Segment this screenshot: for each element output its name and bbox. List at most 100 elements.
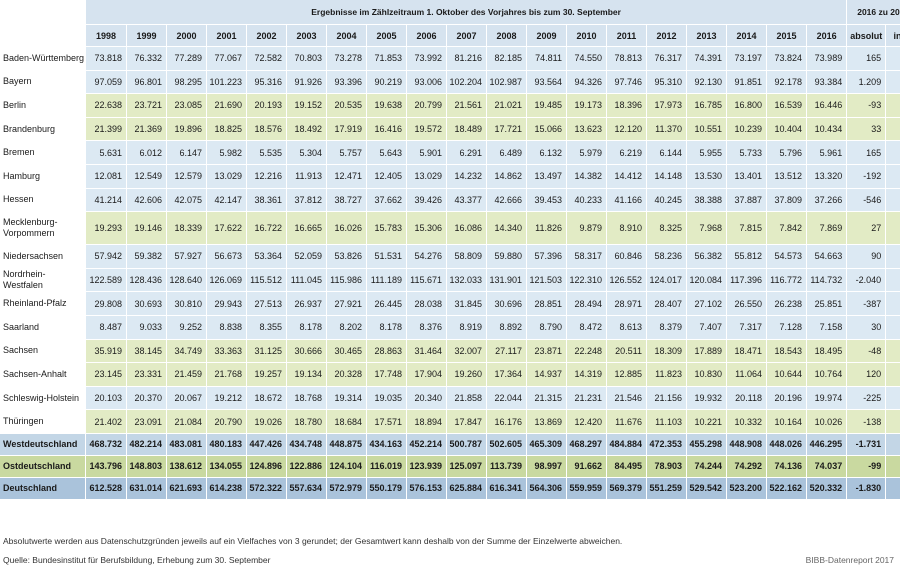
change-percent-cell: -0,4 (886, 477, 900, 500)
table-cell: 20.196 (767, 386, 807, 411)
table-cell: 564.306 (527, 477, 567, 500)
table-cell: 576.153 (407, 477, 447, 500)
table-row: Hamburg 12.081 12.549 12.579 13.029 12.216 11.… (0, 164, 900, 189)
table-cell: 53.826 (327, 245, 367, 269)
table-cell: 96.801 (127, 70, 167, 95)
table-row: Thüringen 21.402 23.091 21.084 20.790 19.026 1… (0, 410, 900, 434)
table-cell: 93.396 (327, 70, 367, 95)
table-cell: 18.396 (607, 94, 647, 118)
table-cell: 74.292 (727, 455, 767, 478)
table-cell: 8.919 (447, 315, 487, 340)
table-cell: 93.384 (807, 70, 848, 95)
table-cell: 551.259 (647, 477, 687, 500)
table-cell: 572.979 (327, 477, 367, 500)
table-cell: 19.146 (127, 212, 167, 246)
table-cell: 22.248 (567, 339, 607, 364)
table-cell: 92.178 (767, 70, 807, 95)
table-cell: 54.663 (807, 245, 848, 269)
table-cell: 91.926 (287, 70, 327, 95)
table-cell: 14.232 (447, 164, 487, 189)
table-cell: 472.353 (647, 433, 687, 456)
change-header: 2016 zu 2015 (847, 0, 900, 25)
table-cell: 98.997 (527, 455, 567, 478)
year-header: 2008 (487, 25, 527, 47)
table-cell: 131.901 (487, 268, 527, 293)
table-cell: 17.847 (447, 410, 487, 434)
absolut-header: absolut (847, 25, 887, 47)
table-cell: 21.156 (647, 386, 687, 411)
table-cell: 483.081 (167, 433, 207, 456)
table-cell: 10.764 (807, 363, 848, 387)
change-absolut-cell: 90 (847, 245, 887, 269)
table-cell: 15.066 (527, 117, 567, 142)
table-cell: 569.379 (607, 477, 647, 500)
change-percent-cell: -1,4 (886, 188, 900, 213)
table-cell: 482.214 (127, 433, 167, 456)
table-cell: 20.790 (207, 410, 247, 434)
change-percent-cell: -1,5 (886, 292, 900, 316)
table-cell: 21.459 (167, 363, 207, 387)
table-cell: 42.075 (167, 188, 207, 213)
row-label: Westdeutschland (0, 433, 86, 456)
table-cell: 15.306 (407, 212, 447, 246)
table-cell: 11.370 (647, 117, 687, 142)
table-cell: 465.309 (527, 433, 567, 456)
table-cell: 17.622 (207, 212, 247, 246)
table-cell: 572.322 (247, 477, 287, 500)
table-cell: 5.961 (807, 141, 848, 165)
table-cell: 12.120 (607, 117, 647, 142)
table-cell: 37.662 (367, 188, 407, 213)
row-label: Niedersachsen (0, 245, 86, 269)
table-cell: 19.485 (527, 94, 567, 118)
table-cell: 12.885 (607, 363, 647, 387)
table-cell: 559.959 (567, 477, 607, 500)
table-cell: 77.067 (207, 47, 247, 71)
table-cell: 101.223 (207, 70, 247, 95)
table-cell: 55.812 (727, 245, 767, 269)
change-absolut-cell: -192 (847, 164, 887, 189)
table-cell: 148.803 (127, 455, 167, 478)
table-cell: 74.037 (807, 455, 848, 478)
table-cell: 8.379 (647, 315, 687, 340)
table-cell: 480.183 (207, 433, 247, 456)
table-cell: 21.768 (207, 363, 247, 387)
table-cell: 18.768 (287, 386, 327, 411)
change-percent-cell: -1,4 (886, 410, 900, 434)
table-cell: 14.862 (487, 164, 527, 189)
table-cell: 26.937 (287, 292, 327, 316)
table-cell: 20.799 (407, 94, 447, 118)
table-cell: 117.396 (727, 268, 767, 293)
row-label: Nordrhein-Westfalen (0, 268, 86, 293)
table-cell: 26.445 (367, 292, 407, 316)
year-header: 2006 (407, 25, 447, 47)
table-row: Mecklenburg-Vorpommern 19.293 19.146 18.339… (0, 212, 900, 246)
table-cell: 621.693 (167, 477, 207, 500)
table-cell: 22.044 (487, 386, 527, 411)
year-header: 1999 (127, 25, 167, 47)
table-cell: 5.757 (327, 141, 367, 165)
row-label: Bayern (0, 70, 86, 95)
table-cell: 18.471 (727, 339, 767, 364)
footnote: Absolutwerte werden aus Datenschutzgründ… (3, 536, 623, 546)
change-percent-cell: 0,2 (886, 245, 900, 269)
table-cell: 23.871 (527, 339, 567, 364)
table-cell: 12.081 (86, 164, 127, 189)
table-cell: 13.623 (567, 117, 607, 142)
table-cell: 23.721 (127, 94, 167, 118)
table-cell: 94.326 (567, 70, 607, 95)
table-cell: 122.886 (287, 455, 327, 478)
table-cell: 31.845 (447, 292, 487, 316)
table-cell: 20.118 (727, 386, 767, 411)
table-cell: 17.919 (327, 117, 367, 142)
table-cell: 19.173 (567, 94, 607, 118)
table-cell: 19.932 (687, 386, 727, 411)
table-cell: 468.732 (86, 433, 127, 456)
table-cell: 97.746 (607, 70, 647, 95)
table-cell: 27.513 (247, 292, 287, 316)
table-cell: 21.369 (127, 117, 167, 142)
table-cell: 51.531 (367, 245, 407, 269)
table-cell: 58.236 (647, 245, 687, 269)
table-cell: 41.214 (86, 188, 127, 213)
table-cell: 78.903 (647, 455, 687, 478)
table-cell: 28.851 (527, 292, 567, 316)
